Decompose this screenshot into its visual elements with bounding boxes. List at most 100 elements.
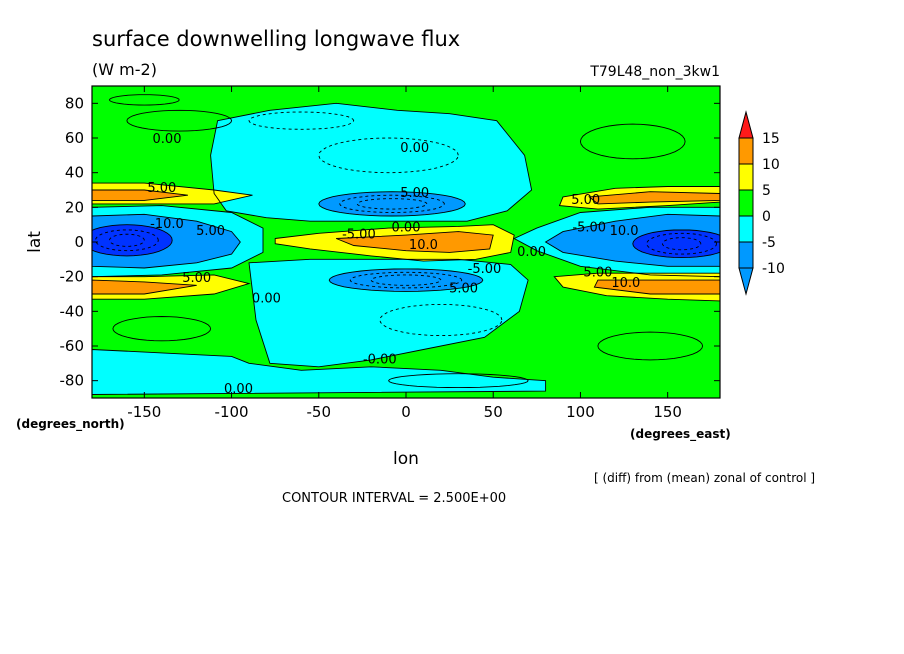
cyan-central-region-edge	[210, 102, 533, 222]
yellow-east-north-band-edge	[558, 186, 720, 210]
colorbar: 15 10 5 0 -5 -10	[738, 110, 785, 296]
contour-label: 5.00	[449, 281, 478, 296]
colorbar-level-label: 0	[762, 209, 771, 225]
solid-contour-2	[579, 123, 686, 160]
x-tick-label: 100	[566, 403, 595, 421]
dashed-contour-5	[108, 233, 145, 247]
contour-label: 0.00	[224, 382, 253, 397]
contour-label: 0.00	[252, 292, 281, 307]
x-axis-label: lon	[393, 449, 419, 469]
contour-label: 0.00	[392, 221, 421, 236]
contour-label: 5.00	[196, 224, 225, 239]
contour-interval-label: CONTOUR INTERVAL = 2.500E+00	[282, 491, 506, 506]
units-label: (W m-2)	[92, 60, 157, 79]
colorbar-swatch	[738, 215, 754, 243]
cyan-southern-band	[92, 349, 546, 395]
dashed-contour-2	[349, 271, 463, 289]
yellow-east-south-band-edge	[553, 272, 720, 302]
contour-label: 0.00	[517, 245, 546, 260]
blue-south-central-core-edge	[328, 268, 484, 292]
dashed-contour-8	[318, 137, 459, 174]
colorbar-swatch	[738, 163, 754, 191]
solid-contour-5	[108, 94, 180, 106]
y-tick-label: -40	[60, 302, 85, 320]
x-tick-label: 50	[484, 403, 503, 421]
cyan-southern-band-edge	[92, 349, 547, 395]
x-tick-label: -50	[307, 403, 332, 421]
cyan-west-equatorial-edge	[92, 205, 264, 278]
contour-label: -10.0	[150, 217, 184, 232]
solid-contour-1	[112, 316, 212, 342]
y-unit-label: (degrees_north)	[16, 417, 125, 432]
y-tick-label: -80	[60, 372, 85, 390]
colorbar-level-label: 15	[762, 131, 780, 147]
contour-label: 10.0	[409, 238, 438, 253]
contour-label: -5.00	[468, 262, 502, 277]
blue-west-core-edge	[92, 213, 241, 269]
cyan-east-equatorial-edge	[513, 206, 720, 278]
contour-label: 5.00	[182, 271, 211, 286]
deep-blue-west-core-edge	[92, 224, 173, 257]
deep-blue-east-core-edge	[632, 229, 720, 259]
contour-label: -5.00	[572, 221, 606, 236]
y-tick-label: 40	[65, 164, 84, 182]
y-tick-label: -60	[60, 337, 85, 355]
contour-label: 5.00	[400, 186, 429, 201]
orange-east-south-band	[594, 280, 720, 294]
dashed-contour-10	[248, 111, 355, 130]
colorbar-swatch	[738, 137, 754, 165]
chart-title: surface downwelling longwave flux	[92, 27, 460, 51]
x-unit-label: (degrees_east)	[630, 427, 731, 442]
solid-contour-3	[597, 331, 704, 361]
solid-contour-4	[388, 373, 529, 389]
colorbar-level-label: -5	[762, 235, 776, 251]
contour-label: 0.00	[400, 141, 429, 156]
contour-label: -0.00	[363, 352, 397, 367]
dashed-contour-4	[95, 229, 159, 252]
colorbar-bottom-arrow	[738, 267, 754, 296]
colorbar-level-label: 10	[762, 157, 780, 173]
cyan-south-central-region-edge	[248, 258, 529, 368]
dashed-contour-6	[646, 232, 717, 255]
contour-label: 0.00	[153, 132, 182, 147]
contour-label: -5.00	[342, 228, 376, 243]
yellow-equatorial-tongue-edge	[274, 224, 515, 262]
contour-label: 5.00	[583, 266, 612, 281]
note-label: [ (diff) from (mean) zonal of control ]	[594, 471, 815, 485]
dashed-contour-3	[370, 274, 442, 286]
x-tick-label: 150	[653, 403, 682, 421]
x-tick-label: 0	[401, 403, 411, 421]
colorbar-level-label: -10	[762, 261, 785, 277]
contour-label: 10.0	[611, 276, 640, 291]
y-tick-label: -20	[60, 268, 85, 286]
plot-area: 0.00 0.00 5.00 5.00 5.00 -10.0 5.00 -5.00 0.00 10…	[92, 86, 720, 398]
y-tick-label: 80	[65, 94, 84, 112]
x-tick-label: -150	[127, 403, 161, 421]
run-label: T79L48_non_3kw1	[589, 64, 720, 80]
y-tick-label: 60	[65, 129, 84, 147]
x-tick-label: -100	[215, 403, 249, 421]
contour-label: 5.00	[147, 181, 176, 196]
orange-west-north-band-edge	[92, 189, 188, 201]
deep-blue-west-core	[92, 224, 173, 256]
orange-east-south-band-edge	[593, 279, 720, 295]
blue-east-core-edge	[544, 213, 720, 267]
orange-west-south-band-edge	[92, 279, 197, 295]
dashed-contour-1	[356, 198, 428, 210]
solid-contour-0	[126, 109, 233, 132]
orange-east-north-band-edge	[588, 191, 720, 205]
contour-label: 5.00	[571, 193, 600, 208]
colorbar-level-label: 5	[762, 183, 771, 199]
blue-north-central-core-edge	[318, 191, 466, 217]
y-tick-label: 0	[74, 233, 84, 251]
y-axis-label: lat	[25, 231, 45, 253]
y-tick-label: 20	[65, 198, 84, 216]
deep-blue-east-core	[632, 229, 720, 258]
colorbar-swatch	[738, 189, 754, 217]
orange-equatorial-core-edge	[336, 231, 494, 253]
yellow-west-south-band-edge	[92, 274, 251, 300]
cyan-central-region	[210, 103, 532, 222]
colorbar-swatch	[738, 241, 754, 269]
dashed-contour-7	[661, 237, 702, 251]
